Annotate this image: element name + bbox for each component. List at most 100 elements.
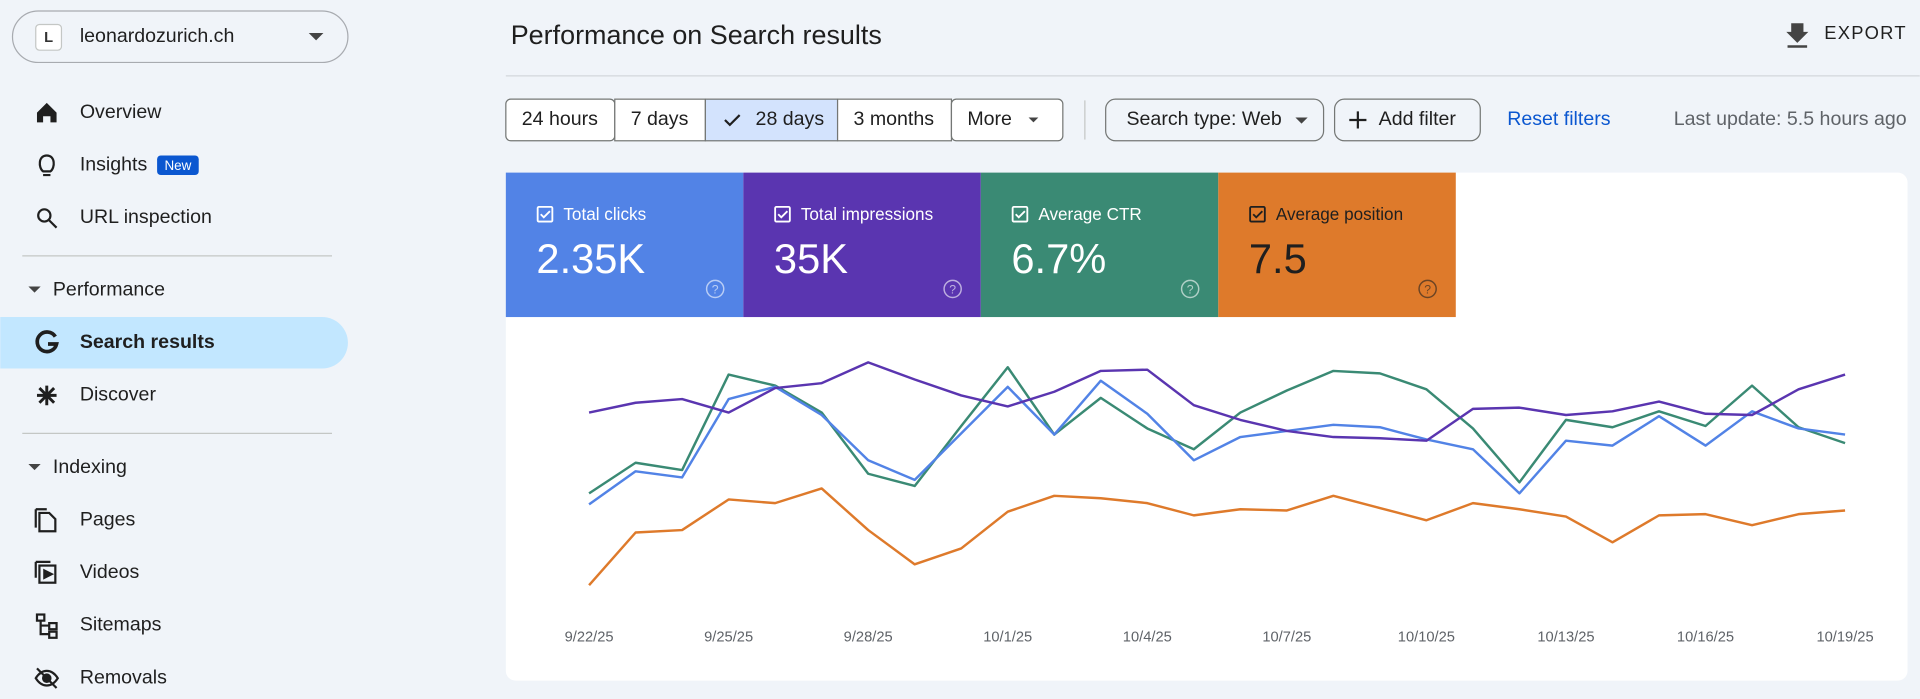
metric-checkbox — [774, 205, 791, 223]
metric-check — [1015, 210, 1026, 219]
videos-icon — [34, 560, 57, 584]
property-name: leonardozurich.ch — [80, 25, 235, 47]
more-caret — [1028, 117, 1039, 123]
nav-item[interactable]: Overview — [80, 101, 162, 123]
date-range-button[interactable] — [950, 98, 1064, 142]
x-tick-label: 9/28/25 — [844, 630, 893, 646]
x-tick-label: 10/19/25 — [1816, 630, 1873, 646]
pages-icon-part — [34, 508, 57, 533]
help-icon — [1180, 279, 1200, 299]
videos-icon-part — [43, 568, 55, 580]
metric-tile[interactable] — [505, 172, 744, 318]
add-filter-button[interactable] — [1333, 98, 1481, 142]
section-title[interactable]: Performance — [53, 278, 165, 300]
nav-item[interactable]: Discover — [80, 384, 157, 406]
last-update: Last update: 5.5 hours ago — [1674, 108, 1907, 130]
help-icon — [1418, 279, 1437, 299]
date-range-button[interactable] — [614, 98, 706, 142]
search-results-icon-part — [35, 330, 59, 354]
removals-icon — [34, 667, 60, 689]
series-line — [588, 379, 1846, 506]
metric-value: 7.5 — [1249, 235, 1307, 282]
x-tick-label: 9/25/25 — [704, 630, 753, 646]
nav-item[interactable]: Sitemaps — [80, 614, 162, 636]
series-line — [588, 361, 1846, 442]
series-line — [588, 366, 1846, 495]
x-tick-label: 9/22/25 — [565, 630, 614, 646]
section-caret — [28, 286, 41, 293]
nav-item[interactable]: Videos — [80, 561, 140, 583]
metric-check — [540, 210, 551, 219]
x-tick-label: 10/1/25 — [983, 630, 1032, 646]
export-button[interactable]: EXPORT — [1824, 22, 1907, 43]
removals-icon-part — [36, 667, 58, 689]
discover-icon-part — [36, 385, 57, 406]
sitemaps-icon — [35, 613, 58, 639]
nav-item[interactable]: Removals — [80, 666, 167, 688]
page-title: Performance on Search results — [511, 20, 882, 50]
discover-icon — [36, 385, 57, 406]
x-tick-label: 10/10/25 — [1398, 630, 1455, 646]
date-range-button[interactable] — [836, 98, 953, 142]
insights-icon — [38, 154, 55, 177]
metric-value: 35K — [774, 235, 848, 282]
new-badge-text: New — [164, 158, 191, 173]
insights-icon-part — [38, 154, 55, 177]
check-icon — [724, 114, 741, 127]
metric-check — [777, 210, 789, 219]
nav-item[interactable]: Pages — [80, 508, 136, 530]
metric-label: Average position — [1276, 204, 1403, 224]
x-tick-label: 10/16/25 — [1677, 630, 1734, 646]
nav-selected — [0, 317, 348, 369]
x-tick-label: 10/13/25 — [1537, 630, 1594, 646]
date-range-label: More — [967, 108, 1012, 130]
line-chart: 9/22/25 9/25/25 9/28/25 10/1/25 10/4/25 10/7/… — [565, 361, 1874, 646]
videos-icon-part — [38, 564, 57, 584]
series-line — [588, 487, 1846, 586]
videos-icon-part — [34, 560, 51, 578]
plus-icon — [1349, 111, 1367, 129]
reset-filters-link[interactable]: Reset filters — [1507, 108, 1611, 130]
help: ? — [949, 282, 956, 296]
metric-tile[interactable] — [980, 172, 1219, 318]
date-range-button[interactable] — [704, 98, 839, 142]
search-results-icon — [35, 330, 59, 354]
x-tick-label: 10/7/25 — [1262, 630, 1311, 646]
metric-label: Average CTR — [1038, 204, 1141, 224]
metric-value: 6.7% — [1011, 235, 1106, 282]
metric-checkbox — [1011, 205, 1029, 223]
search-type-button[interactable] — [1105, 98, 1325, 142]
date-range-label: 28 days — [756, 108, 825, 130]
dropdown-caret — [308, 33, 324, 41]
sitemaps-icon-part — [39, 620, 50, 636]
metric-check — [1252, 210, 1264, 219]
section-title[interactable]: Indexing — [53, 456, 127, 478]
date-range-label: 3 months — [853, 108, 934, 130]
x-tick-label: 10/4/25 — [1123, 630, 1172, 646]
property-initial: L — [44, 30, 53, 46]
metric-label: Total clicks — [563, 204, 646, 224]
help: ? — [1424, 282, 1431, 296]
metric-tile[interactable] — [1218, 172, 1456, 318]
property-icon — [35, 23, 63, 51]
new-badge — [157, 155, 199, 176]
help-icon — [705, 279, 725, 299]
help: ? — [712, 282, 719, 296]
nav-item[interactable]: Search results — [80, 331, 215, 353]
url-inspection-icon-part — [48, 219, 58, 229]
add-filter-label: Add filter — [1379, 108, 1457, 130]
metric-label: Total impressions — [801, 204, 933, 224]
nav-item[interactable]: URL inspection — [80, 206, 212, 228]
url-inspection-icon-part — [37, 208, 52, 223]
search-type-caret — [1295, 117, 1308, 124]
url-inspection-icon — [37, 208, 58, 229]
metric-tile[interactable] — [743, 172, 981, 318]
date-range-label: 24 hours — [522, 108, 598, 130]
overview-icon-part — [36, 102, 57, 123]
nav-item[interactable]: Insights — [80, 153, 148, 175]
help: ? — [1187, 282, 1194, 296]
export-icon — [1786, 23, 1809, 48]
property-selector[interactable] — [11, 10, 349, 64]
